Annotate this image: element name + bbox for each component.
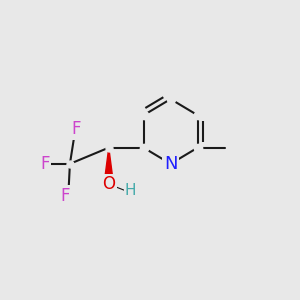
Text: N: N [164,155,177,173]
Text: F: F [71,120,80,138]
Text: F: F [61,187,70,205]
Text: H: H [125,183,136,198]
Polygon shape [104,148,113,184]
Text: O: O [102,175,115,193]
Text: F: F [40,155,50,173]
